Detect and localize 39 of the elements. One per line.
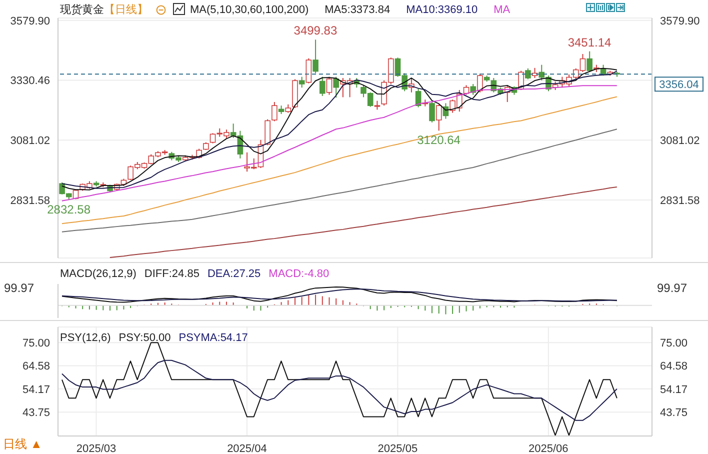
y2-tick-label: 43.75: [660, 406, 688, 419]
ref-line-label: 3356.04: [659, 79, 699, 92]
y2-tick-label: 3081.02: [660, 135, 700, 148]
annotation: 3451.14: [568, 35, 612, 50]
y-tick-label: 75.00: [22, 337, 50, 350]
annotation: 3499.83: [294, 24, 338, 38]
text: MACD(26,12,9): [60, 267, 136, 281]
y2-tick-label: 64.58: [660, 360, 688, 373]
text: MA10:3369.10: [406, 3, 478, 17]
y-tick-label: 3081.02: [10, 135, 50, 148]
text: MA(5,10,30,60,100,200): [190, 3, 309, 17]
text: MA5:3373.84: [324, 3, 390, 17]
y-tick-label: 64.58: [22, 360, 50, 373]
y-tick-label: 43.75: [22, 406, 50, 419]
x-tick-label: 2025/05: [378, 442, 418, 454]
text: 99.97: [4, 281, 34, 295]
y2-tick-label: 54.17: [660, 384, 688, 396]
annotation: PSY:50.00: [118, 331, 171, 345]
annotation: 3120.64: [417, 133, 461, 148]
chart-subtitle: 【日线】: [104, 3, 148, 17]
y-tick-label: 2831.58: [10, 194, 50, 207]
annotation: PSYMA:54.17: [178, 331, 248, 345]
chart-title: 现货黄金: [60, 3, 104, 17]
y-tick-label: 54.17: [22, 384, 50, 396]
annotation: PSY(12,6): [60, 331, 111, 345]
y-tick-label: 3330.46: [10, 75, 50, 88]
text: DEA:27.25: [207, 267, 261, 281]
y-tick-label: 3579.90: [10, 15, 50, 28]
text: MA: [494, 3, 510, 17]
x-tick-label: 2025/04: [227, 442, 267, 454]
y2-tick-label: 3579.90: [660, 15, 700, 28]
text: 日线 ▲: [3, 436, 42, 453]
y2-tick-label: 2831.58: [660, 194, 700, 207]
x-tick-label: 2025/06: [528, 442, 568, 454]
y2-tick-label: 75.00: [660, 337, 688, 350]
text: MACD:-4.80: [268, 267, 330, 281]
text: 99.97: [657, 281, 688, 295]
x-tick-label: 2025/03: [76, 442, 116, 454]
text: DIFF:24.85: [144, 267, 200, 281]
